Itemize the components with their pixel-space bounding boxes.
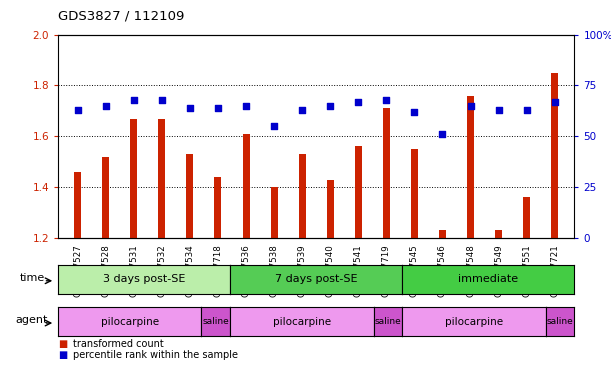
- Point: [129, 97, 139, 103]
- Point: [298, 107, 307, 113]
- Text: 7 days post-SE: 7 days post-SE: [275, 274, 357, 285]
- Bar: [102, 157, 109, 238]
- Text: 3 days post-SE: 3 days post-SE: [103, 274, 185, 285]
- Text: saline: saline: [547, 317, 573, 326]
- Text: transformed count: transformed count: [73, 339, 164, 349]
- Bar: [214, 177, 222, 238]
- Bar: [411, 149, 418, 238]
- Point: [437, 131, 447, 137]
- Bar: [551, 73, 558, 238]
- Bar: [355, 146, 362, 238]
- Point: [466, 103, 475, 109]
- Text: time: time: [20, 273, 45, 283]
- Point: [550, 99, 560, 105]
- Bar: [271, 187, 277, 238]
- Point: [73, 107, 82, 113]
- Point: [185, 105, 195, 111]
- Point: [381, 97, 391, 103]
- Point: [325, 103, 335, 109]
- Point: [157, 97, 167, 103]
- Text: pilocarpine: pilocarpine: [101, 316, 159, 327]
- Bar: [74, 172, 81, 238]
- Bar: [158, 119, 166, 238]
- Point: [213, 105, 223, 111]
- Bar: [243, 134, 249, 238]
- Text: saline: saline: [375, 317, 401, 326]
- Point: [269, 123, 279, 129]
- Bar: [439, 230, 446, 238]
- Bar: [327, 180, 334, 238]
- Bar: [383, 108, 390, 238]
- Text: immediate: immediate: [458, 274, 518, 285]
- Point: [522, 107, 532, 113]
- Bar: [186, 154, 194, 238]
- Bar: [299, 154, 306, 238]
- Text: GDS3827 / 112109: GDS3827 / 112109: [58, 9, 185, 22]
- Point: [409, 109, 419, 115]
- Bar: [130, 119, 137, 238]
- Text: ■: ■: [58, 350, 67, 360]
- Text: percentile rank within the sample: percentile rank within the sample: [73, 350, 238, 360]
- Bar: [495, 230, 502, 238]
- Text: ■: ■: [58, 339, 67, 349]
- Point: [494, 107, 503, 113]
- Bar: [523, 197, 530, 238]
- Point: [241, 103, 251, 109]
- Point: [353, 99, 363, 105]
- Text: saline: saline: [202, 317, 229, 326]
- Text: agent: agent: [16, 315, 48, 325]
- Point: [101, 103, 111, 109]
- Text: pilocarpine: pilocarpine: [273, 316, 331, 327]
- Bar: [467, 96, 474, 238]
- Text: pilocarpine: pilocarpine: [445, 316, 503, 327]
